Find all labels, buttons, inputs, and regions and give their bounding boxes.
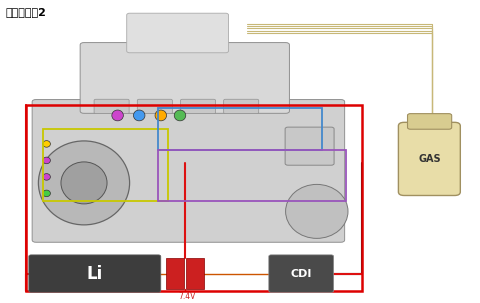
Ellipse shape <box>133 110 145 121</box>
Ellipse shape <box>43 190 50 197</box>
Bar <box>158 108 322 150</box>
FancyBboxPatch shape <box>180 99 216 114</box>
Text: Li: Li <box>87 265 103 283</box>
Text: GAS: GAS <box>418 154 441 164</box>
Bar <box>43 129 168 201</box>
FancyBboxPatch shape <box>29 255 161 292</box>
FancyBboxPatch shape <box>127 13 228 53</box>
Ellipse shape <box>112 110 123 121</box>
Bar <box>166 258 184 289</box>
Ellipse shape <box>43 174 50 180</box>
Bar <box>158 150 346 201</box>
Ellipse shape <box>43 157 50 164</box>
Ellipse shape <box>286 185 348 238</box>
FancyBboxPatch shape <box>137 99 172 114</box>
FancyBboxPatch shape <box>269 255 334 292</box>
Ellipse shape <box>61 162 107 204</box>
FancyBboxPatch shape <box>224 99 259 114</box>
FancyBboxPatch shape <box>408 114 452 129</box>
FancyBboxPatch shape <box>94 99 129 114</box>
FancyBboxPatch shape <box>398 122 460 195</box>
Bar <box>186 258 204 289</box>
Ellipse shape <box>43 141 50 147</box>
Text: CDI: CDI <box>290 268 312 278</box>
Ellipse shape <box>155 110 167 121</box>
Ellipse shape <box>174 110 186 121</box>
Ellipse shape <box>38 141 130 225</box>
Bar <box>26 105 362 291</box>
FancyBboxPatch shape <box>32 100 345 242</box>
Text: 接線示意圖2: 接線示意圖2 <box>6 8 47 18</box>
FancyBboxPatch shape <box>285 127 334 165</box>
Text: 7.4V: 7.4V <box>179 292 196 301</box>
FancyBboxPatch shape <box>80 43 289 113</box>
